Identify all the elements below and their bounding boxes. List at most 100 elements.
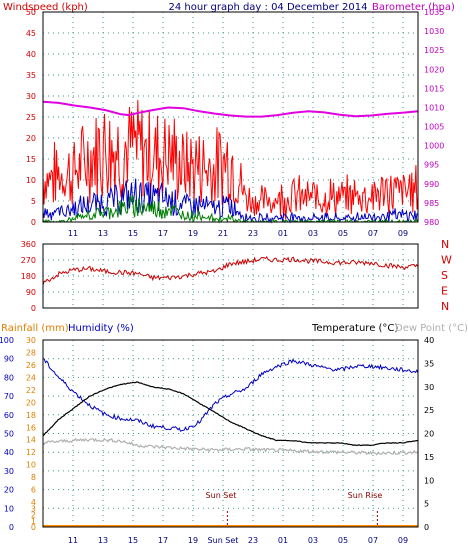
wind-x-tick-label: 11	[68, 229, 78, 238]
humidity-tick-label: 90	[4, 355, 14, 364]
direction-tick-label: 0	[31, 304, 36, 313]
temperature-tick-label: 20	[424, 430, 434, 439]
rain-tick-label: 26	[26, 361, 36, 370]
humidity-axis-label: Humidity (%)	[68, 323, 134, 334]
barometer-tick-label: 995	[424, 161, 439, 170]
humidity-tick-label: 50	[4, 430, 14, 439]
rain-tick-label: 16	[26, 423, 36, 432]
humidity-series-line	[42, 358, 419, 432]
humidity-tick-label: 0	[9, 523, 14, 532]
rain-tick-label: 14	[26, 436, 36, 445]
wind-x-tick-label: 05	[338, 229, 348, 238]
temperature-tick-label: 30	[424, 383, 434, 392]
dewpoint-series-line	[42, 437, 419, 456]
compass-label: W	[441, 254, 452, 267]
barometer-tick-label: 1025	[424, 46, 444, 55]
sunrise-label: Sun Rise	[348, 491, 383, 500]
chart-layers: 0510152025303540455098098599099510001005…	[0, 8, 452, 545]
rainfall-axis-label: Rainfall (mm)	[1, 323, 69, 334]
temp-x-tick-label: Sun Set	[208, 536, 239, 545]
wind-tick-label: 10	[26, 176, 36, 185]
wind-panel-frame	[42, 11, 419, 223]
wind-tick-label: 25	[26, 113, 36, 122]
rain-tick-label: 24	[26, 373, 36, 382]
barometer-tick-label: 1005	[424, 123, 444, 132]
barometer-tick-label: 1030	[424, 27, 444, 36]
direction-series-line	[42, 256, 419, 286]
wind-x-tick-label: 03	[308, 229, 318, 238]
temperature-axis-label: Temperature (°C)	[311, 323, 398, 334]
wind-tick-label: 50	[26, 8, 36, 17]
wind-x-tick-label: 13	[98, 229, 108, 238]
barometer-tick-label: 1000	[424, 142, 444, 151]
temperature-tick-label: 35	[424, 359, 434, 368]
barometer-tick-label: 980	[424, 218, 439, 227]
compass-label: E	[441, 285, 448, 298]
wind-tick-label: 35	[26, 71, 36, 80]
wind-axis-label: Windspeed (kph)	[3, 2, 88, 13]
rain-tick-label: 30	[26, 336, 36, 345]
temp-x-tick-label: 19	[188, 536, 198, 545]
wind-x-tick-label: 19	[188, 229, 198, 238]
wind-tick-label: 45	[26, 29, 36, 38]
sunset-label: Sun Set	[206, 491, 237, 500]
rain-tick-label: 8	[31, 473, 36, 482]
rain-tick-label: 3	[31, 504, 36, 513]
humidity-tick-label: 40	[4, 448, 14, 457]
temperature-tick-label: 25	[424, 406, 434, 415]
gust-series-line	[42, 100, 419, 220]
direction-panel-frame	[42, 243, 419, 309]
rain-tick-label: 2	[31, 511, 36, 520]
barometer-tick-label: 1010	[424, 103, 444, 112]
barometer-axis-label: Barometer (hpa)	[372, 2, 455, 13]
temp-x-tick-label: 23	[248, 536, 258, 545]
temp-x-tick-label: 01	[278, 536, 288, 545]
wind-tick-label: 5	[31, 197, 36, 206]
wind-x-tick-label: 01	[278, 229, 288, 238]
barometer-tick-label: 1035	[424, 8, 444, 17]
temp-x-tick-label: 17	[158, 536, 168, 545]
temp-x-tick-label: 05	[338, 536, 348, 545]
humidity-tick-label: 80	[4, 373, 14, 382]
temp-x-tick-label: 13	[98, 536, 108, 545]
rain-tick-label: 10	[26, 461, 36, 470]
humidity-tick-label: 100	[0, 336, 14, 345]
temperature-tick-label: 40	[424, 336, 434, 345]
rain-tick-label: 6	[31, 486, 36, 495]
compass-label: N	[441, 238, 449, 251]
dewpoint-axis-label: Dew Point (°C)	[395, 323, 468, 334]
wind-tick-label: 20	[26, 134, 36, 143]
average-series-line	[42, 178, 419, 224]
rain-tick-label: 12	[26, 448, 36, 457]
rain-tick-label: 18	[26, 411, 36, 420]
barometer-tick-label: 1020	[424, 65, 444, 74]
rain-tick-label: 0	[31, 523, 36, 532]
humidity-tick-label: 70	[4, 392, 14, 401]
barometer-tick-label: 1015	[424, 84, 444, 93]
temperature-tick-label: 10	[424, 476, 434, 485]
barometer-series-line	[42, 100, 419, 118]
temp-x-tick-label: 15	[128, 536, 138, 545]
wind-tick-label: 30	[26, 92, 36, 101]
wind-tick-label: 15	[26, 155, 36, 164]
page-title: 24 hour graph day : 04 December 2014	[169, 2, 368, 13]
temp-x-tick-label: 03	[308, 536, 318, 545]
direction-tick-label: 270	[21, 256, 36, 265]
humidity-tick-label: 60	[4, 411, 14, 420]
temperature-tick-label: 0	[424, 523, 429, 532]
wind-x-tick-label: 07	[368, 229, 378, 238]
temp-x-tick-label: 11	[68, 536, 78, 545]
rain-tick-label: 20	[26, 398, 36, 407]
temperature-tick-label: 5	[424, 500, 429, 509]
direction-tick-label: 180	[21, 272, 36, 281]
barometer-tick-label: 985	[424, 199, 439, 208]
humidity-tick-label: 20	[4, 486, 14, 495]
rain-tick-label: 1	[31, 517, 36, 526]
compass-label: N	[441, 300, 449, 313]
wind-tick-label: 0	[31, 218, 36, 227]
temp-x-tick-label: 07	[368, 536, 378, 545]
rain-tick-label: 4	[31, 498, 36, 507]
rain-tick-label: 28	[26, 348, 36, 357]
